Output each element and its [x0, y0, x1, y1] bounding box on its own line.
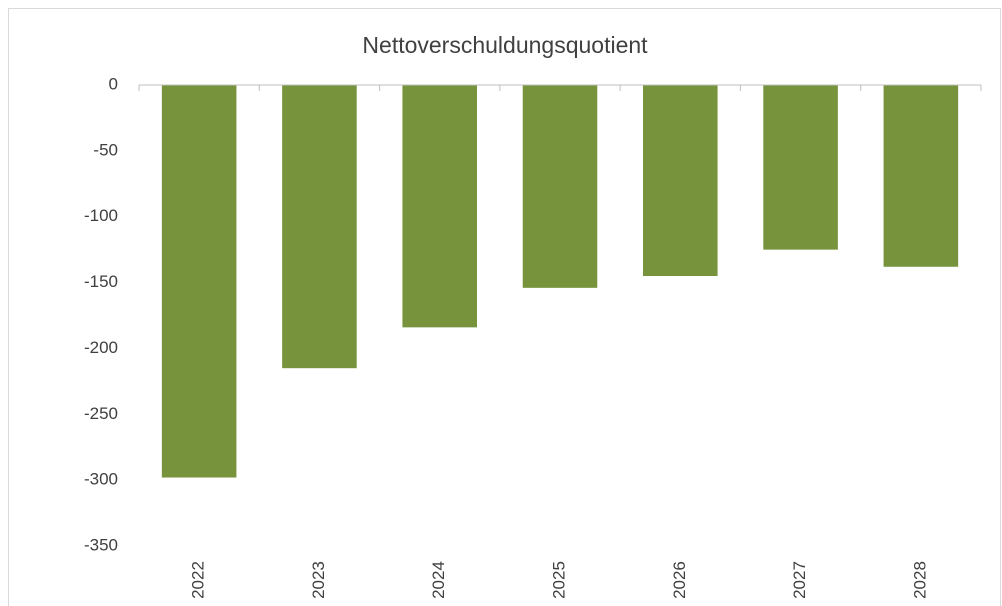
- y-tick-label: -200: [84, 338, 118, 357]
- y-tick-label: 0: [109, 74, 118, 93]
- x-tick-label: 2022: [189, 561, 208, 599]
- chart-title: Nettoverschuldungsquotient: [362, 32, 648, 58]
- x-tick-label: 2026: [670, 561, 689, 599]
- bar: [402, 85, 478, 328]
- bar: [161, 85, 237, 478]
- y-tick-label: -150: [84, 272, 118, 291]
- bar: [883, 85, 959, 267]
- x-tick-label: 2025: [549, 561, 568, 599]
- x-tick-label: 2024: [429, 561, 448, 599]
- y-tick-label: -100: [84, 206, 118, 225]
- bar: [282, 85, 357, 369]
- chart-border: [8, 8, 1001, 606]
- y-tick-label: -250: [84, 404, 118, 423]
- bar: [763, 85, 838, 250]
- y-tick-label: -350: [84, 535, 118, 554]
- y-tick-label: -300: [84, 470, 118, 489]
- x-tick-label: 2023: [309, 561, 328, 599]
- x-tick-label: 2027: [790, 561, 809, 599]
- x-tick-label: 2028: [910, 561, 929, 599]
- y-tick-label: -50: [93, 140, 118, 159]
- bar: [642, 85, 718, 276]
- bar: [522, 85, 598, 288]
